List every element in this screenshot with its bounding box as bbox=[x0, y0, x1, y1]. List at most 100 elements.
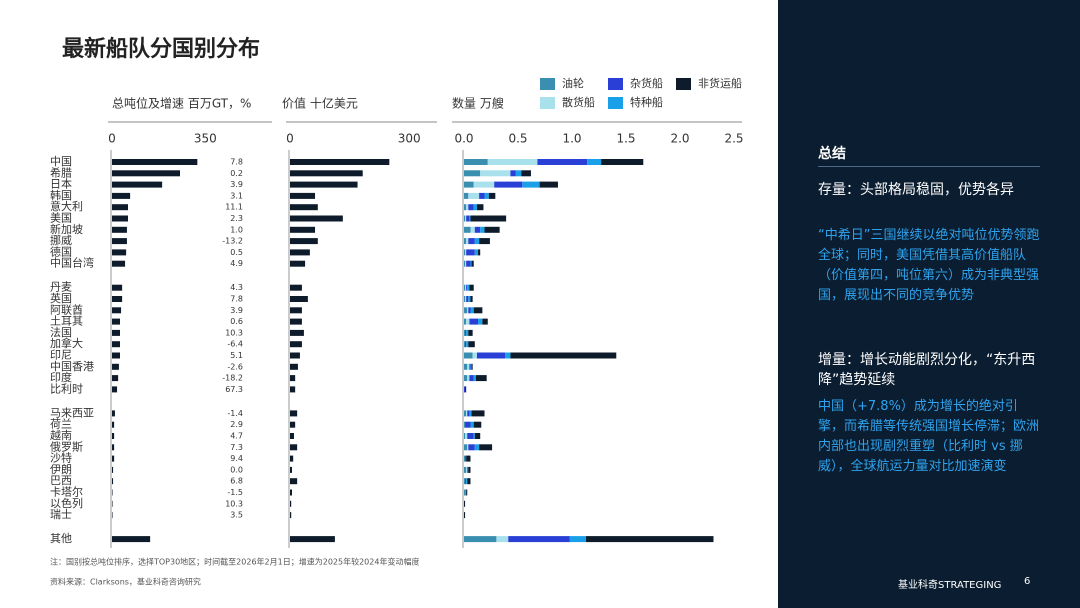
source: 资料来源：Clarksons，基业科奇咨询研究 bbox=[50, 577, 201, 587]
bar-segment bbox=[482, 318, 488, 325]
growth-label: 0.2 bbox=[230, 169, 243, 178]
bar-segment bbox=[515, 170, 522, 177]
growth-label: 7.8 bbox=[230, 158, 243, 167]
bar-segment bbox=[479, 444, 493, 451]
x-tick-label: 2.5 bbox=[724, 132, 743, 146]
bar bbox=[290, 329, 304, 336]
growth-label: -2.6 bbox=[227, 362, 243, 371]
bar bbox=[112, 159, 198, 165]
bar bbox=[290, 444, 298, 451]
bar-segment bbox=[479, 192, 485, 199]
bar-segment bbox=[466, 466, 468, 473]
bar bbox=[290, 478, 298, 485]
bar-segment bbox=[470, 307, 474, 314]
bar bbox=[290, 159, 390, 165]
bar-segment bbox=[464, 444, 468, 451]
category-label: 中国台湾 bbox=[50, 256, 94, 270]
category-label: 荷兰 bbox=[50, 418, 72, 431]
bar bbox=[290, 318, 302, 325]
bar-segment bbox=[464, 410, 467, 417]
bar-segment bbox=[467, 410, 470, 417]
bar-segment bbox=[465, 341, 467, 348]
bar-segment bbox=[480, 170, 511, 177]
bar-segment bbox=[474, 433, 481, 439]
legend-label: 油轮 bbox=[562, 76, 584, 90]
bar bbox=[290, 226, 316, 233]
bar-segment bbox=[465, 421, 471, 428]
bar bbox=[112, 249, 127, 256]
growth-label: -6.4 bbox=[227, 340, 243, 349]
bar-segment bbox=[470, 363, 472, 370]
bar-segment bbox=[465, 284, 467, 291]
bar-segment bbox=[522, 181, 540, 188]
category-label: 美国 bbox=[50, 212, 72, 225]
legend-label: 特种船 bbox=[630, 95, 663, 109]
summary-heading: 总结 bbox=[818, 146, 846, 162]
bar-segment bbox=[494, 181, 523, 188]
growth-label: 4.9 bbox=[230, 259, 243, 268]
bar-segment bbox=[464, 489, 466, 496]
axis-title: 价值 十亿美元 bbox=[282, 96, 358, 111]
bar-segment bbox=[471, 410, 485, 417]
x-tick-label: 1.5 bbox=[616, 132, 635, 146]
bar-segment bbox=[476, 204, 484, 211]
legend-swatch bbox=[676, 78, 691, 90]
bar-segment bbox=[465, 260, 467, 267]
bar bbox=[112, 226, 127, 233]
bar-segment bbox=[468, 204, 474, 211]
bar bbox=[112, 500, 113, 507]
growth-label: 3.5 bbox=[230, 511, 243, 520]
category-label: 丹麦 bbox=[50, 281, 72, 294]
bar bbox=[290, 284, 302, 291]
bar-segment bbox=[487, 159, 538, 165]
bar bbox=[112, 375, 119, 382]
bar bbox=[112, 421, 115, 428]
bar-segment bbox=[466, 249, 475, 256]
bar bbox=[112, 341, 120, 348]
bar bbox=[290, 181, 358, 188]
x-tick-label: 0 bbox=[108, 132, 116, 146]
category-label: 卡塔尔 bbox=[50, 486, 83, 499]
divider bbox=[818, 166, 1040, 167]
bar-segment bbox=[467, 433, 474, 439]
bar-segment bbox=[465, 329, 467, 336]
bar bbox=[112, 352, 120, 359]
bar-segment bbox=[464, 466, 467, 473]
bar bbox=[290, 307, 302, 314]
bar bbox=[112, 512, 113, 519]
bar-segment bbox=[469, 215, 471, 222]
bar-segment bbox=[467, 307, 469, 314]
growth-label: 3.9 bbox=[230, 180, 243, 189]
bar bbox=[112, 489, 113, 496]
category-label: 加拿大 bbox=[50, 336, 83, 350]
bar-segment bbox=[473, 421, 482, 428]
growth-label: 6.8 bbox=[230, 477, 243, 486]
bar-segment bbox=[465, 478, 467, 485]
growth-label: 0.5 bbox=[230, 248, 243, 257]
bar-segment bbox=[464, 318, 467, 325]
bar-segment bbox=[468, 444, 475, 451]
bar-segment bbox=[470, 260, 472, 267]
category-label: 俄罗斯 bbox=[50, 440, 83, 453]
summary-panel: 总结 存量：头部格局稳固，优势各异 “中希日”三国继续以绝对吨位优势领跑全球；同… bbox=[778, 0, 1080, 608]
category-label: 法国 bbox=[50, 325, 72, 339]
bar-segment bbox=[464, 329, 466, 336]
category-label: 韩国 bbox=[50, 188, 72, 202]
bar-segment bbox=[466, 296, 469, 302]
growth-label: 67.3 bbox=[225, 385, 243, 394]
growth-label: 11.1 bbox=[225, 203, 243, 212]
bar-segment bbox=[480, 226, 485, 233]
bar-segment bbox=[466, 341, 469, 348]
legend-swatch bbox=[540, 78, 555, 90]
bar-segment bbox=[466, 238, 469, 245]
bar-segment bbox=[471, 260, 474, 267]
bar-segment bbox=[472, 352, 477, 359]
bar-segment bbox=[468, 307, 471, 314]
legend-label: 杂货船 bbox=[630, 76, 663, 90]
bar-segment bbox=[470, 296, 473, 302]
bar bbox=[112, 455, 115, 462]
section-body: 中国（+7.8%）成为增长的绝对引擎，而希腊等传统强国增长停滞；欧洲内部也出现剧… bbox=[818, 399, 1040, 474]
bar bbox=[290, 352, 300, 359]
category-label: 以色列 bbox=[50, 496, 83, 510]
x-tick-label: 1.0 bbox=[562, 132, 581, 146]
